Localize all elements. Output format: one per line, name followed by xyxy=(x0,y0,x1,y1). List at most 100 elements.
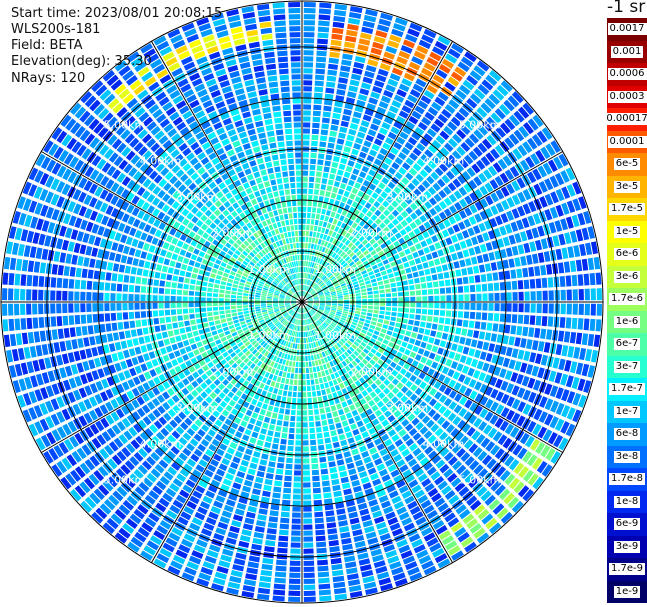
range-gate-cell xyxy=(231,386,238,394)
range-gate-cell xyxy=(400,395,409,403)
range-gate-cell xyxy=(554,172,565,186)
range-gate-cell xyxy=(303,319,306,325)
range-gate-cell xyxy=(318,589,331,596)
range-gate-cell xyxy=(213,288,219,293)
range-gate-cell xyxy=(389,405,398,413)
range-gate-cell xyxy=(437,558,451,569)
range-gate-cell xyxy=(295,319,298,325)
range-gate-cell xyxy=(513,462,525,475)
range-gate-cell xyxy=(360,120,370,128)
range-gate-cell xyxy=(480,156,491,167)
range-gate-cell xyxy=(505,281,512,291)
range-gate-cell xyxy=(362,403,370,411)
range-gate-cell xyxy=(566,391,576,404)
range-gate-cell xyxy=(75,326,82,337)
range-gate-cell xyxy=(303,596,316,602)
range-gate-cell xyxy=(283,366,288,372)
range-gate-cell xyxy=(14,273,21,286)
range-gate-cell xyxy=(383,320,390,325)
range-gate-cell xyxy=(404,196,413,205)
range-gate-cell xyxy=(278,331,283,337)
range-gate-cell xyxy=(379,62,391,72)
range-gate-cell xyxy=(278,338,283,344)
range-gate-cell xyxy=(388,256,395,263)
range-gate-cell xyxy=(221,409,230,417)
range-gate-cell xyxy=(175,262,182,269)
range-gate-cell xyxy=(466,426,476,437)
range-gate-cell xyxy=(240,459,249,467)
range-gate-cell xyxy=(331,33,343,41)
range-gate-cell xyxy=(173,246,181,254)
range-gate-cell xyxy=(326,522,337,529)
range-gate-cell xyxy=(321,370,326,377)
range-gate-cell xyxy=(514,257,521,267)
range-gate-cell xyxy=(134,302,140,310)
range-gate-cell xyxy=(359,425,367,433)
range-gate-cell xyxy=(383,379,391,386)
range-gate-cell xyxy=(170,295,176,302)
range-gate-cell xyxy=(463,411,473,421)
range-gate-cell xyxy=(319,318,324,323)
range-gate-cell xyxy=(172,275,179,282)
range-gate-cell xyxy=(469,284,476,293)
range-gate-cell xyxy=(399,131,409,140)
range-gate-cell xyxy=(14,318,21,331)
range-gate-cell xyxy=(489,522,502,534)
range-gate-cell xyxy=(344,358,351,365)
range-gate-cell xyxy=(345,232,351,239)
range-gate-cell xyxy=(508,258,515,268)
range-gate-cell xyxy=(255,292,261,296)
range-gate-cell xyxy=(309,330,313,336)
range-gate-cell xyxy=(263,384,270,391)
range-gate-cell xyxy=(225,290,231,295)
range-gate-cell xyxy=(249,417,256,425)
range-gate-cell xyxy=(234,476,244,484)
range-gate-cell xyxy=(307,297,313,300)
range-gate-cell xyxy=(186,332,194,339)
range-gate-cell xyxy=(323,277,328,282)
range-gate-cell xyxy=(346,249,353,255)
range-gate-cell xyxy=(484,207,494,218)
range-gate-cell xyxy=(540,444,551,458)
range-gate-cell xyxy=(411,360,419,368)
range-gate-cell xyxy=(494,344,501,354)
range-gate-cell xyxy=(80,280,87,290)
range-gate-cell xyxy=(294,331,298,337)
range-gate-cell xyxy=(369,238,376,245)
range-gate-cell xyxy=(242,299,248,302)
range-gate-cell xyxy=(286,322,290,328)
range-gate-cell xyxy=(305,306,310,311)
range-gate-cell xyxy=(359,282,365,287)
range-gate-cell xyxy=(557,330,565,342)
range-gate-cell xyxy=(461,229,470,239)
range-gate-cell xyxy=(305,285,308,291)
range-gate-cell xyxy=(186,500,197,510)
range-gate-cell xyxy=(305,242,308,249)
range-gate-cell xyxy=(363,581,377,590)
range-gate-cell xyxy=(441,332,449,340)
range-gate-cell xyxy=(285,341,289,347)
range-gate-cell xyxy=(8,273,15,286)
range-gate-cell xyxy=(511,412,521,424)
range-gate-cell xyxy=(498,323,505,333)
range-gate-cell xyxy=(227,467,237,475)
range-gate-cell xyxy=(567,346,575,358)
range-gate-cell xyxy=(323,311,329,316)
range-gate-cell xyxy=(453,382,462,391)
range-gate-cell xyxy=(356,204,364,211)
range-gate-cell xyxy=(356,497,366,505)
range-gate-cell xyxy=(566,407,576,420)
range-gate-cell xyxy=(329,173,336,180)
range-gate-cell xyxy=(322,276,327,281)
range-gate-cell xyxy=(220,261,227,268)
range-gate-cell xyxy=(391,369,399,377)
range-gate-cell xyxy=(328,461,336,468)
range-gate-cell xyxy=(331,346,337,352)
range-gate-cell xyxy=(295,337,299,343)
range-gate-cell xyxy=(347,505,357,513)
range-gate-cell xyxy=(387,181,396,190)
range-gate-cell xyxy=(175,549,188,559)
range-gate-cell xyxy=(316,547,327,554)
range-gate-cell xyxy=(164,309,171,316)
range-gate-cell xyxy=(293,482,301,488)
